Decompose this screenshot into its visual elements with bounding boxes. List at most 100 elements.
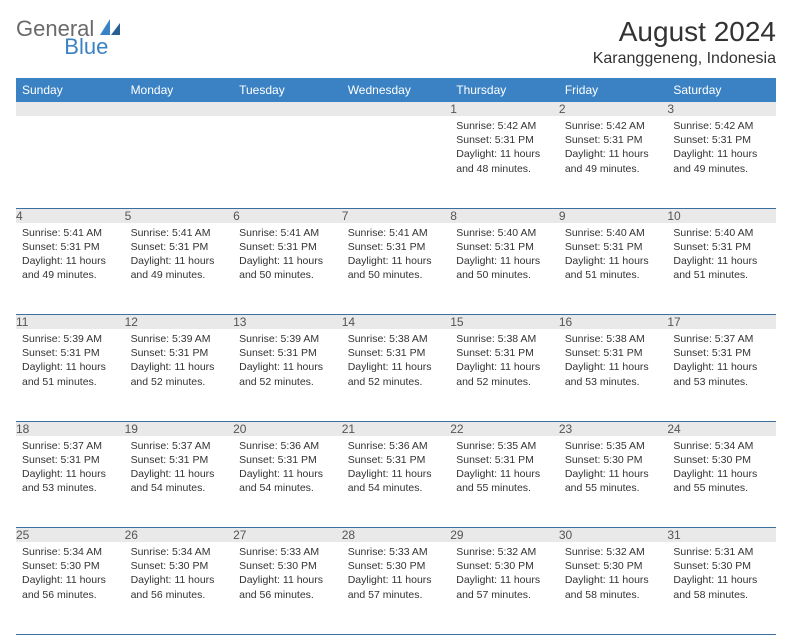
sunset-text: Sunset: 5:31 PM	[456, 453, 553, 467]
sunrise-text: Sunrise: 5:34 AM	[131, 545, 228, 559]
sunrise-text: Sunrise: 5:35 AM	[456, 439, 553, 453]
day-details: Sunrise: 5:31 AMSunset: 5:30 PMDaylight:…	[667, 542, 776, 606]
day-number-cell: 18	[16, 421, 125, 436]
weekday-header: Sunday	[16, 78, 125, 102]
weekday-header: Tuesday	[233, 78, 342, 102]
day-details: Sunrise: 5:38 AMSunset: 5:31 PMDaylight:…	[559, 329, 668, 393]
day-details: Sunrise: 5:39 AMSunset: 5:31 PMDaylight:…	[125, 329, 234, 393]
day-number-cell: 19	[125, 421, 234, 436]
day-number-cell: 7	[342, 208, 451, 223]
daylight-text: Daylight: 11 hours and 54 minutes.	[131, 467, 228, 495]
day-number-cell: 15	[450, 315, 559, 330]
day-number-cell: 2	[559, 102, 668, 116]
daynum-row: 123	[16, 102, 776, 116]
day-number-cell: 24	[667, 421, 776, 436]
sunrise-text: Sunrise: 5:41 AM	[131, 226, 228, 240]
week-row: Sunrise: 5:37 AMSunset: 5:31 PMDaylight:…	[16, 436, 776, 528]
day-details: Sunrise: 5:39 AMSunset: 5:31 PMDaylight:…	[16, 329, 125, 393]
day-body-cell: Sunrise: 5:42 AMSunset: 5:31 PMDaylight:…	[667, 116, 776, 208]
day-body-cell: Sunrise: 5:36 AMSunset: 5:31 PMDaylight:…	[233, 436, 342, 528]
day-body-cell: Sunrise: 5:33 AMSunset: 5:30 PMDaylight:…	[233, 542, 342, 634]
daylight-text: Daylight: 11 hours and 52 minutes.	[131, 360, 228, 388]
sunrise-text: Sunrise: 5:34 AM	[22, 545, 119, 559]
day-body-cell: Sunrise: 5:42 AMSunset: 5:31 PMDaylight:…	[450, 116, 559, 208]
header: General Blue August 2024 Karanggeneng, I…	[16, 16, 776, 68]
day-number-cell: 12	[125, 315, 234, 330]
daynum-row: 11121314151617	[16, 315, 776, 330]
sunset-text: Sunset: 5:30 PM	[456, 559, 553, 573]
sunrise-text: Sunrise: 5:31 AM	[673, 545, 770, 559]
daylight-text: Daylight: 11 hours and 57 minutes.	[348, 573, 445, 601]
sunset-text: Sunset: 5:31 PM	[565, 346, 662, 360]
sunset-text: Sunset: 5:30 PM	[131, 559, 228, 573]
weekday-header: Monday	[125, 78, 234, 102]
daylight-text: Daylight: 11 hours and 56 minutes.	[22, 573, 119, 601]
sunset-text: Sunset: 5:30 PM	[565, 559, 662, 573]
day-body-cell: Sunrise: 5:40 AMSunset: 5:31 PMDaylight:…	[667, 223, 776, 315]
day-number-cell: 13	[233, 315, 342, 330]
sunrise-text: Sunrise: 5:32 AM	[565, 545, 662, 559]
sunset-text: Sunset: 5:31 PM	[239, 240, 336, 254]
day-number-cell: 6	[233, 208, 342, 223]
day-body-cell: Sunrise: 5:31 AMSunset: 5:30 PMDaylight:…	[667, 542, 776, 634]
week-row: Sunrise: 5:41 AMSunset: 5:31 PMDaylight:…	[16, 223, 776, 315]
day-number-cell: 10	[667, 208, 776, 223]
day-details: Sunrise: 5:38 AMSunset: 5:31 PMDaylight:…	[450, 329, 559, 393]
sunrise-text: Sunrise: 5:33 AM	[239, 545, 336, 559]
sunrise-text: Sunrise: 5:37 AM	[131, 439, 228, 453]
day-body-cell: Sunrise: 5:34 AMSunset: 5:30 PMDaylight:…	[667, 436, 776, 528]
day-body-cell: Sunrise: 5:41 AMSunset: 5:31 PMDaylight:…	[16, 223, 125, 315]
daylight-text: Daylight: 11 hours and 55 minutes.	[565, 467, 662, 495]
sunrise-text: Sunrise: 5:39 AM	[239, 332, 336, 346]
sunset-text: Sunset: 5:31 PM	[22, 453, 119, 467]
day-details: Sunrise: 5:40 AMSunset: 5:31 PMDaylight:…	[559, 223, 668, 287]
sunrise-text: Sunrise: 5:42 AM	[673, 119, 770, 133]
day-details: Sunrise: 5:36 AMSunset: 5:31 PMDaylight:…	[233, 436, 342, 500]
day-number-cell: 16	[559, 315, 668, 330]
weekday-header-row: SundayMondayTuesdayWednesdayThursdayFrid…	[16, 78, 776, 102]
day-number-cell: 5	[125, 208, 234, 223]
sunset-text: Sunset: 5:30 PM	[239, 559, 336, 573]
day-number-cell: 21	[342, 421, 451, 436]
day-details: Sunrise: 5:42 AMSunset: 5:31 PMDaylight:…	[667, 116, 776, 180]
day-number-cell: 22	[450, 421, 559, 436]
day-number-cell: 17	[667, 315, 776, 330]
day-number-cell	[342, 102, 451, 116]
daylight-text: Daylight: 11 hours and 58 minutes.	[673, 573, 770, 601]
sunset-text: Sunset: 5:31 PM	[456, 240, 553, 254]
day-details: Sunrise: 5:34 AMSunset: 5:30 PMDaylight:…	[125, 542, 234, 606]
sunset-text: Sunset: 5:31 PM	[673, 240, 770, 254]
sunrise-text: Sunrise: 5:37 AM	[673, 332, 770, 346]
day-body-cell: Sunrise: 5:37 AMSunset: 5:31 PMDaylight:…	[16, 436, 125, 528]
sunset-text: Sunset: 5:31 PM	[673, 346, 770, 360]
day-details: Sunrise: 5:32 AMSunset: 5:30 PMDaylight:…	[559, 542, 668, 606]
sunset-text: Sunset: 5:31 PM	[456, 133, 553, 147]
day-number-cell	[233, 102, 342, 116]
sunrise-text: Sunrise: 5:36 AM	[348, 439, 445, 453]
daylight-text: Daylight: 11 hours and 48 minutes.	[456, 147, 553, 175]
sunrise-text: Sunrise: 5:34 AM	[673, 439, 770, 453]
sunset-text: Sunset: 5:31 PM	[456, 346, 553, 360]
day-body-cell: Sunrise: 5:38 AMSunset: 5:31 PMDaylight:…	[342, 329, 451, 421]
day-body-cell	[233, 116, 342, 208]
day-number-cell: 30	[559, 528, 668, 543]
weekday-header: Wednesday	[342, 78, 451, 102]
title-block: August 2024 Karanggeneng, Indonesia	[593, 16, 776, 68]
sunset-text: Sunset: 5:31 PM	[239, 453, 336, 467]
sunset-text: Sunset: 5:31 PM	[131, 453, 228, 467]
day-details: Sunrise: 5:35 AMSunset: 5:31 PMDaylight:…	[450, 436, 559, 500]
day-number-cell	[125, 102, 234, 116]
sunset-text: Sunset: 5:31 PM	[348, 240, 445, 254]
logo-text-blue: Blue	[64, 34, 108, 60]
day-number-cell: 23	[559, 421, 668, 436]
daylight-text: Daylight: 11 hours and 51 minutes.	[565, 254, 662, 282]
sunrise-text: Sunrise: 5:32 AM	[456, 545, 553, 559]
week-row: Sunrise: 5:39 AM Sunset: 5:31 PM Daylight:…	[16, 329, 776, 421]
sunrise-text: Sunrise: 5:41 AM	[348, 226, 445, 240]
day-details: Sunrise: 5:42 AMSunset: 5:31 PMDaylight:…	[559, 116, 668, 180]
day-details: Sunrise: 5:35 AMSunset: 5:30 PMDaylight:…	[559, 436, 668, 500]
day-body-cell: Sunrise: 5:37 AMSunset: 5:31 PMDaylight:…	[125, 436, 234, 528]
daylight-text: Daylight: 11 hours and 55 minutes.	[673, 467, 770, 495]
day-details: Sunrise: 5:34 AMSunset: 5:30 PMDaylight:…	[667, 436, 776, 500]
day-details: Sunrise: 5:37 AMSunset: 5:31 PMDaylight:…	[16, 436, 125, 500]
